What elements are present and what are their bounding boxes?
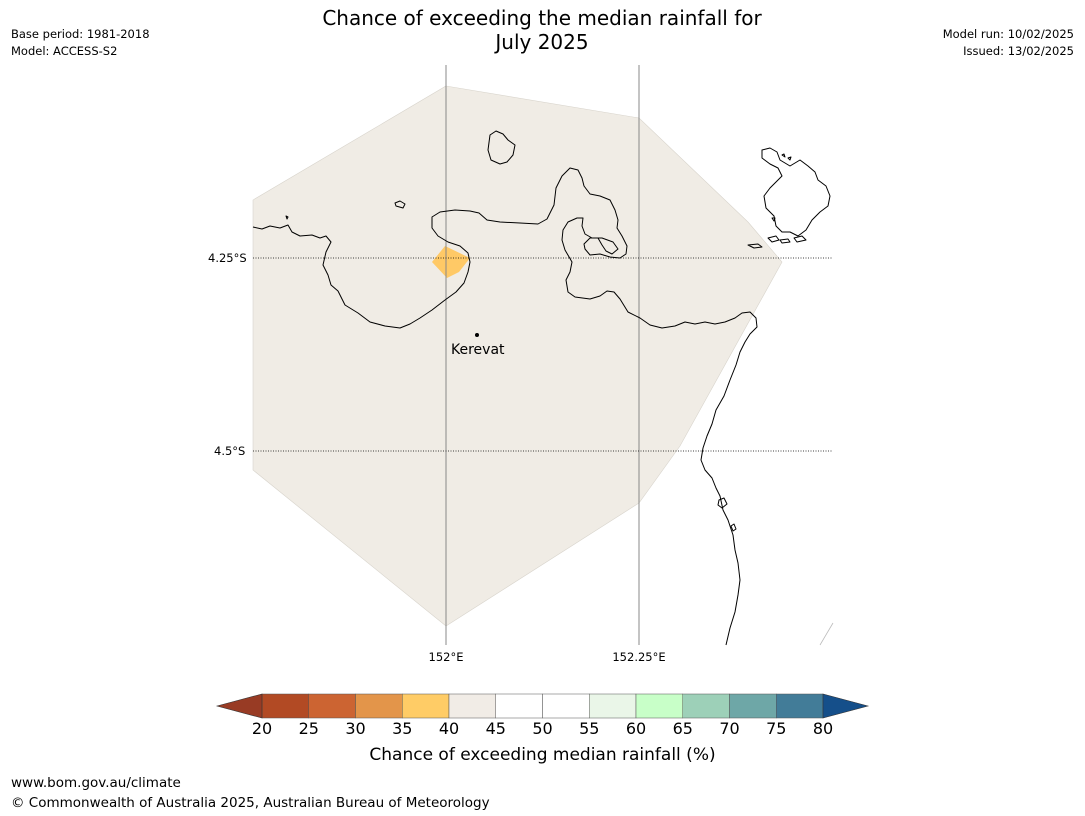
colorbar-segment-55-60: [589, 693, 637, 719]
colorbar-tick-65: 65: [672, 719, 693, 738]
coastline-islands-northeast: [761, 147, 831, 237]
forecast-map: [252, 65, 834, 646]
forecast-region: [252, 85, 783, 627]
colorbar-segment-20-25: [261, 693, 309, 719]
lon-label-152: 152°E: [428, 650, 464, 664]
coastline-islet-4: [730, 523, 737, 532]
kerevat-marker: [475, 333, 479, 337]
lon-label-152-25: 152.25°E: [612, 650, 666, 664]
map-edge-fragment: [819, 622, 834, 646]
colorbar-segment-35-40: [402, 693, 450, 719]
colorbar-segment-75-80: [776, 693, 824, 719]
colorbar-segment-25-30: [308, 693, 356, 719]
coastline-islet-7: [779, 238, 791, 244]
colorbar-segment-60-65: [635, 693, 683, 719]
colorbar-tick-60: 60: [625, 719, 647, 738]
colorbar-tick-25: 25: [298, 719, 319, 738]
colorbar-tick-55: 55: [579, 719, 600, 738]
coastline-islet-2: [285, 215, 289, 220]
colorbar-segment-40-45: [448, 693, 496, 719]
lat-label-4-5: 4.5°S: [214, 444, 246, 458]
colorbar-segment-70-75: [729, 693, 777, 719]
colorbar-tick-30: 30: [345, 719, 366, 738]
model-text: Model: ACCESS-S2: [11, 44, 118, 58]
footer-copyright: © Commonwealth of Australia 2025, Austra…: [11, 795, 490, 811]
colorbar-segment-50-55: [542, 693, 590, 719]
coastline-islet-11: [787, 156, 792, 161]
colorbar-tick-45: 45: [485, 719, 506, 738]
coastline-islet-3: [717, 497, 728, 509]
chart-title: Chance of exceeding the median rainfall …: [242, 6, 842, 54]
colorbar-tick-35: 35: [392, 719, 413, 738]
colorbar-tick-80: 80: [812, 719, 834, 738]
colorbar-segment-30-35: [355, 693, 403, 719]
coastline-main: [252, 167, 758, 646]
title-line-2: July 2025: [495, 30, 589, 54]
coastline-islet-9: [771, 217, 776, 222]
colorbar-tick-40: 40: [438, 719, 460, 738]
coastline-islet-1: [394, 200, 406, 209]
model-run-text: Model run: 10/02/2025: [942, 27, 1074, 41]
colorbar-under-arrow: [215, 693, 263, 719]
colorbar-segment-65-70: [682, 693, 730, 719]
issued-text: Issued: 13/02/2025: [963, 44, 1074, 58]
title-line-1: Chance of exceeding the median rainfall …: [322, 6, 762, 30]
colorbar-segment-45-50: [495, 693, 543, 719]
colorbar-segments: [261, 693, 824, 719]
coastline-islet-5: [747, 243, 763, 249]
base-period-text: Base period: 1981-2018: [11, 27, 150, 41]
coastline-islet-10: [781, 153, 786, 158]
metadata-left: Base period: 1981-2018 Model: ACCESS-S2: [11, 26, 150, 60]
colorbar-tick-50: 50: [532, 719, 553, 738]
forecast-cell-35-40: [432, 246, 470, 278]
metadata-right: Model run: 10/02/2025 Issued: 13/02/2025: [943, 26, 1074, 60]
colorbar-label: Chance of exceeding median rainfall (%): [369, 745, 716, 765]
footer-url[interactable]: www.bom.gov.au/climate: [11, 775, 181, 791]
colorbar-tick-70: 70: [719, 719, 740, 738]
coastline-islet-6: [767, 235, 780, 243]
lat-label-4-25: 4.25°S: [208, 251, 247, 265]
coastline-island-north: [487, 130, 516, 165]
coastline: [252, 130, 831, 646]
colorbar-over-arrow: [822, 693, 870, 719]
place-label-kerevat: Kerevat: [451, 342, 505, 358]
colorbar-tick-20: 20: [251, 719, 273, 738]
colorbar-tick-75: 75: [766, 719, 787, 738]
coastline-islet-8: [793, 235, 807, 243]
